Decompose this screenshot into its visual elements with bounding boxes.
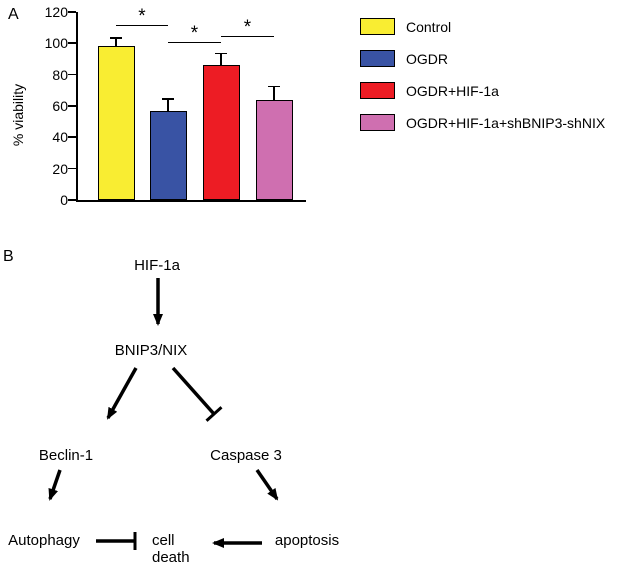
node-cell-death: cell death xyxy=(152,532,190,566)
y-tick-label: 60 xyxy=(52,98,68,114)
y-tick-mark xyxy=(68,42,76,44)
error-bar-cap xyxy=(268,85,280,88)
error-bar-cap xyxy=(110,37,122,39)
arrow-bnip-to-beclin xyxy=(106,367,138,420)
error-bar-cap xyxy=(215,52,227,55)
significance-bracket xyxy=(116,24,168,27)
bar xyxy=(255,99,293,200)
error-bar xyxy=(115,38,117,47)
bar xyxy=(149,110,187,200)
error-bar xyxy=(167,99,169,111)
legend-item: Control xyxy=(360,18,605,35)
legend-swatch xyxy=(360,114,395,131)
significance-star: * xyxy=(243,17,252,39)
plot-area: * * * xyxy=(76,6,306,202)
y-tick-label: 0 xyxy=(60,192,68,208)
y-tick-label: 20 xyxy=(52,160,68,177)
legend-swatch xyxy=(360,50,395,67)
significance-star: * xyxy=(138,6,146,28)
significance-bracket xyxy=(221,35,274,38)
arrow-caspase-to-apoptosis xyxy=(255,469,279,501)
pathway-diagram xyxy=(48,278,279,550)
legend-label: OGDR xyxy=(406,50,448,67)
legend-label: OGDR+HIF-1a+shBNIP3-shNIX xyxy=(406,114,606,131)
bar xyxy=(97,46,135,200)
error-bar xyxy=(273,87,275,100)
y-tick-label: 100 xyxy=(44,35,68,52)
y-tick-label: 40 xyxy=(52,129,68,146)
legend-label: Control xyxy=(406,18,452,35)
legend-item: OGDR+HIF-1a xyxy=(360,82,605,99)
bar xyxy=(202,65,240,200)
error-bar xyxy=(220,54,222,66)
y-tick-mark xyxy=(68,136,76,138)
y-tick-label: 120 xyxy=(44,4,68,20)
y-tick-mark xyxy=(68,73,76,76)
legend-swatch xyxy=(360,18,395,35)
node-bnip3-nix: BNIP3/NIX xyxy=(114,342,188,359)
y-tick-mark xyxy=(68,199,76,201)
legend-swatch xyxy=(360,82,395,99)
significance-star: * xyxy=(190,23,199,45)
y-axis-label: % viability xyxy=(10,83,26,147)
panel-a-label: A xyxy=(8,6,19,23)
y-tick-mark xyxy=(68,167,76,170)
viability-bar-chart: % viability * * * 0 20 40 60 80 100 120 xyxy=(0,4,320,225)
chart-legend: Control OGDR OGDR+HIF-1a OGDR+HIF-1a+shBNIP… xyxy=(360,18,605,146)
error-bar-cap xyxy=(162,98,174,100)
arrow-beclin-to-autophagy xyxy=(48,469,62,501)
y-tick-label: 80 xyxy=(52,66,68,83)
node-caspase3: Caspase 3 xyxy=(210,447,282,464)
inhibit-cap-bnip-to-caspase xyxy=(205,406,223,422)
inhibit-bnip-to-caspase xyxy=(171,366,216,416)
panel-b-label: B xyxy=(3,248,14,265)
node-autophagy: Autophagy xyxy=(8,532,80,549)
node-beclin1: Beclin-1 xyxy=(38,447,94,464)
legend-item: OGDR xyxy=(360,50,605,67)
node-apoptosis: apoptosis xyxy=(274,532,340,549)
y-tick-mark xyxy=(68,105,76,107)
significance-bracket xyxy=(168,41,221,44)
legend-item: OGDR+HIF-1a+shBNIP3-shNIX xyxy=(360,114,605,131)
y-tick-mark xyxy=(68,11,76,13)
node-hif1a: HIF-1a xyxy=(134,257,180,274)
legend-label: OGDR+HIF-1a xyxy=(406,82,499,99)
